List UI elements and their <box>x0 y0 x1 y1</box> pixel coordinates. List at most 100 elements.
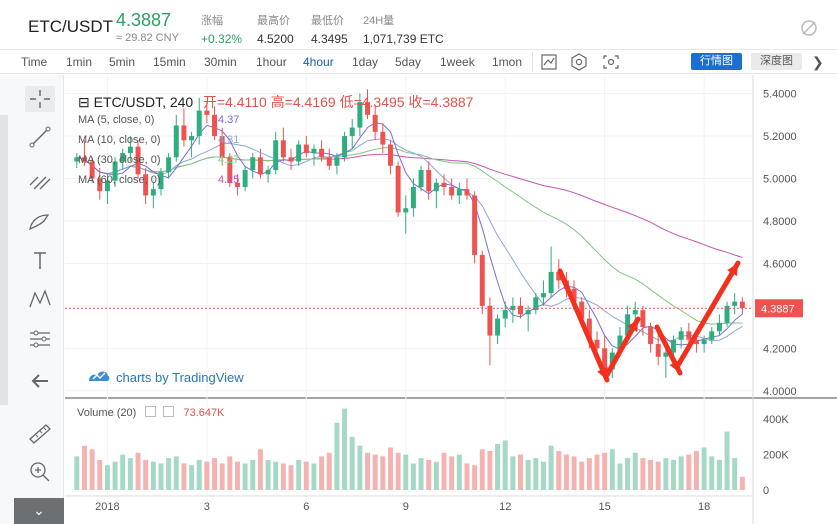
interval-30min[interactable]: 30min <box>204 55 237 69</box>
interval-1week[interactable]: 1week <box>440 55 475 69</box>
ma-5-label: MA (5, close, 0) <box>78 114 155 126</box>
zoom-in-icon[interactable] <box>24 457 56 485</box>
candle-body <box>181 125 187 141</box>
ma-10-row: MA (10, close, 0) 4.31 <box>78 134 239 146</box>
volume-bar <box>288 465 294 490</box>
volume-bar <box>242 463 248 490</box>
volume-bar <box>97 459 103 490</box>
volume-bar <box>257 449 263 490</box>
toolbar-scrollbar[interactable] <box>0 115 8 405</box>
volume-bar <box>479 449 485 490</box>
brush-icon[interactable] <box>24 207 56 235</box>
candle-body <box>135 146 141 175</box>
interval-15min[interactable]: 15min <box>153 55 186 69</box>
time-tick-label: 12 <box>499 501 511 513</box>
volume-bar <box>311 463 317 490</box>
volume-bar <box>678 456 684 490</box>
price-tick-label: 4.2000 <box>763 343 797 355</box>
candle-body <box>724 305 730 323</box>
legend-symbol-text: ETC/USDT, 240 <box>93 94 194 110</box>
volume-bar <box>648 459 654 490</box>
volume-bar <box>426 459 432 490</box>
price-tick-label: 5.0000 <box>763 174 797 186</box>
volume-bar <box>464 463 470 490</box>
volume-bar <box>701 447 707 490</box>
chart-legend: ⊟ ETC/USDT, 240 开=4.4110 高=4.4169 低=4.34… <box>78 92 473 112</box>
candle-body <box>525 310 531 315</box>
pattern-icon[interactable] <box>24 285 56 313</box>
volume-tick-label: 0 <box>763 485 769 497</box>
text-icon[interactable] <box>24 247 56 275</box>
price-tick-label: 4.6000 <box>763 258 797 270</box>
candle-body <box>311 148 317 154</box>
candle-body <box>678 331 684 340</box>
volume-bar <box>433 461 439 490</box>
depth-chart-button[interactable]: 深度图 <box>751 53 802 70</box>
candle-body <box>671 339 676 353</box>
interval-1mon[interactable]: 1mon <box>492 55 523 69</box>
chart-type-icon[interactable] <box>538 52 560 72</box>
ma-30-line <box>76 147 743 325</box>
volume-bar <box>181 463 187 490</box>
candle-body <box>196 110 202 137</box>
candle-body <box>242 170 248 187</box>
volume-bar <box>104 465 110 490</box>
stat-high: 最高价 4.5200 <box>257 12 294 46</box>
ruler-icon[interactable] <box>24 419 56 447</box>
volume-close-icon[interactable] <box>163 406 175 417</box>
volume-settings-icon[interactable] <box>145 406 157 417</box>
volume-bar <box>663 458 669 490</box>
hide-chart-icon[interactable] <box>799 18 819 38</box>
volume-bar <box>81 445 87 490</box>
volume-bar <box>563 454 569 490</box>
interval-4hour[interactable]: 4hour <box>303 55 334 69</box>
candle-body <box>334 157 340 166</box>
candle-body <box>479 254 485 306</box>
price-tick-label: 5.4000 <box>763 89 797 101</box>
chart-background <box>65 75 837 524</box>
volume-bar <box>150 461 156 490</box>
candle-body <box>533 297 539 311</box>
volume-bar <box>548 445 554 490</box>
candle-body <box>112 161 118 181</box>
scroll-right-icon[interactable]: ❯ <box>812 54 824 70</box>
ma-10-value: 4.31 <box>218 134 240 146</box>
volume-bar <box>387 447 393 490</box>
candle-body <box>487 305 493 336</box>
volume-bar <box>586 458 592 490</box>
candle-body <box>219 136 225 158</box>
tradingview-brand[interactable]: charts by TradingView <box>116 370 244 385</box>
interval-1min[interactable]: 1min <box>66 55 93 69</box>
price-chart[interactable]: 5.40005.20005.00004.80004.60004.40004.20… <box>65 75 837 524</box>
fib-lines-icon[interactable] <box>24 165 56 193</box>
interval-5day[interactable]: 5day <box>395 55 422 69</box>
interval-1day[interactable]: 1day <box>352 55 379 69</box>
candle-body <box>265 170 271 175</box>
trend-line-icon[interactable] <box>24 123 56 151</box>
prediction-icon[interactable] <box>24 325 56 353</box>
candle-body <box>403 208 409 213</box>
candle-body <box>441 182 447 187</box>
candle-body <box>732 301 738 306</box>
back-arrow-icon[interactable] <box>24 367 56 395</box>
candle-body <box>602 348 608 370</box>
interval-1hour[interactable]: 1hour <box>256 55 287 69</box>
candle-body <box>189 136 195 141</box>
fullscreen-icon[interactable] <box>600 52 622 72</box>
candle-body <box>74 157 80 162</box>
price-chart-button[interactable]: 行情图 <box>691 53 742 70</box>
volume-legend: Volume (20) 73.647K <box>77 406 224 419</box>
volume-bar <box>143 459 149 490</box>
volume-bar <box>273 461 279 490</box>
settings-icon[interactable] <box>568 52 590 72</box>
volume-bar <box>510 456 516 490</box>
price-block: 4.3887 ≈ 29.82 CNY <box>116 10 179 44</box>
collapse-down-icon[interactable]: ⌄ <box>14 498 64 524</box>
crosshair-icon[interactable] <box>24 85 56 113</box>
volume-bar <box>441 452 447 490</box>
candle-body <box>410 187 416 209</box>
interval-time[interactable]: Time <box>21 55 48 69</box>
candle-body <box>464 189 470 196</box>
interval-5min[interactable]: 5min <box>109 55 136 69</box>
ticker-header: ETC/USDT 4.3887 ≈ 29.82 CNY 涨幅 +0.32% 最高… <box>0 0 837 50</box>
